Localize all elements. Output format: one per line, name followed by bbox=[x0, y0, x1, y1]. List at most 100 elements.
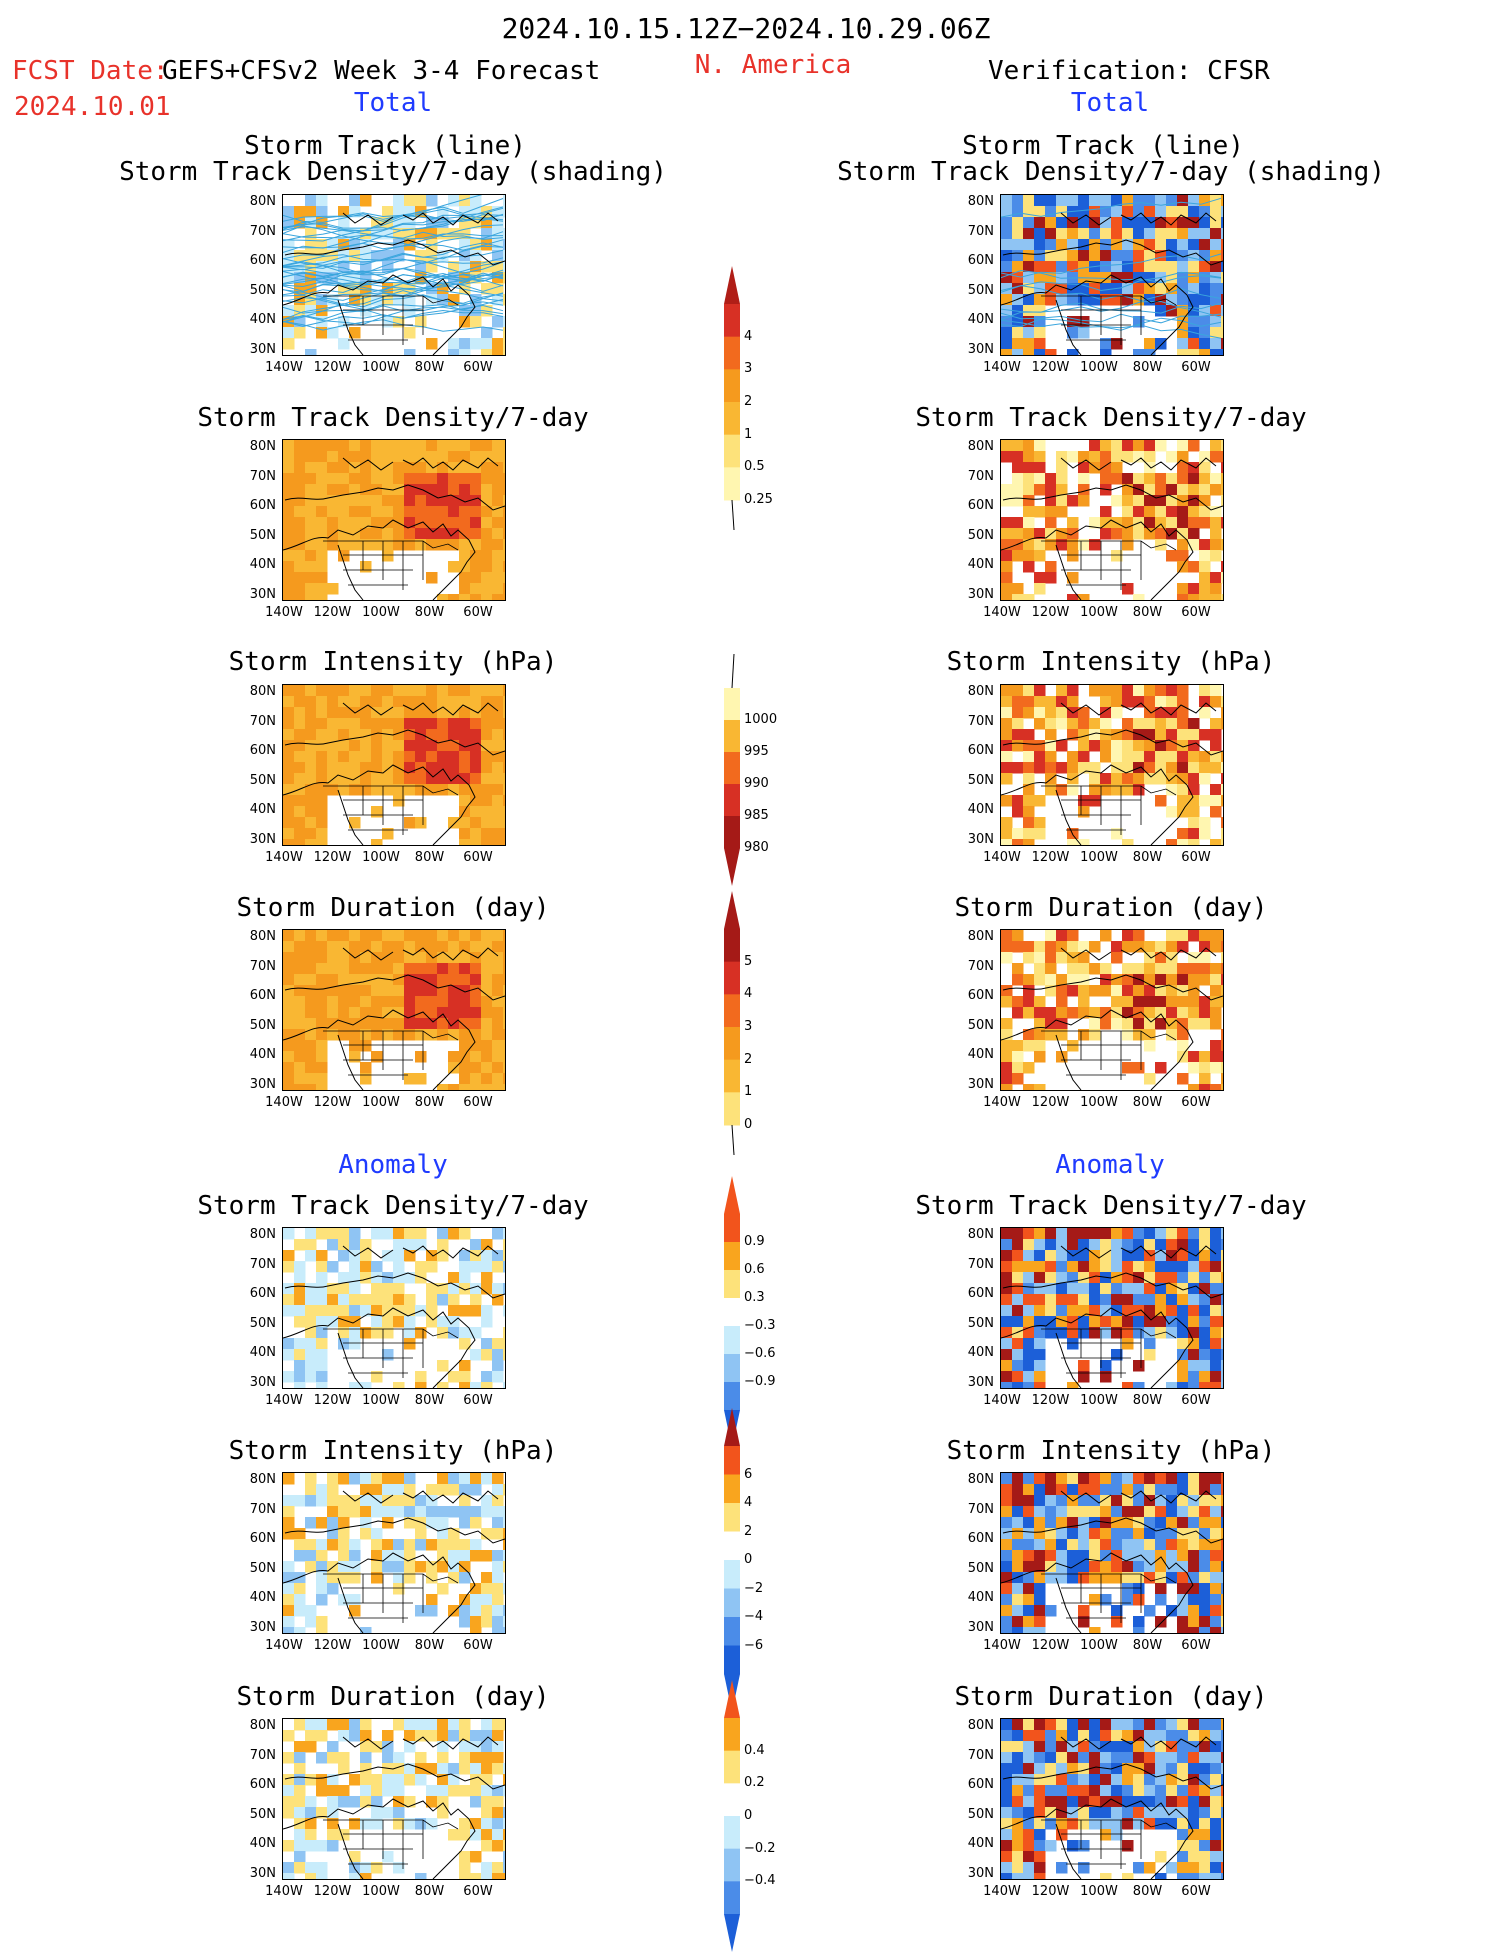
right-map-0-xlabel: 140W bbox=[983, 360, 1021, 375]
density-anom-colorbar-label: −0.6 bbox=[744, 1346, 776, 1361]
right-map-2-xlabel: 60W bbox=[1181, 850, 1211, 865]
density-anom-colorbar-label: 0.9 bbox=[744, 1234, 765, 1249]
left-map-6-ylabel: 70N bbox=[249, 1747, 276, 1763]
left-map-3-xlabel: 80W bbox=[414, 1095, 445, 1110]
right-map-5-ylabel: 50N bbox=[967, 1560, 994, 1576]
left-map-0-xlabel: 100W bbox=[362, 360, 400, 375]
right-map-4-xlabel: 140W bbox=[983, 1393, 1021, 1408]
left-map-3-ylabel: 30N bbox=[249, 1076, 276, 1092]
right-map-1-xlabel: 60W bbox=[1181, 605, 1211, 620]
left-map-1-ylabel: 50N bbox=[249, 527, 276, 543]
left-map-1-xlabel: 100W bbox=[362, 605, 400, 620]
right-map-5 bbox=[1000, 1472, 1224, 1634]
intensity-anom-colorbar-label: 6 bbox=[744, 1466, 753, 1482]
left-map-0-ylabel: 60N bbox=[249, 253, 276, 268]
right-title-track-shading: Storm Track Density/7-day (shading) bbox=[837, 157, 1385, 187]
left-map-1-xlabel: 140W bbox=[265, 605, 303, 620]
left-map-2-xlabel: 120W bbox=[313, 850, 352, 865]
left-map-3-xlabel: 120W bbox=[313, 1095, 352, 1110]
left-map-5-xlabel: 80W bbox=[414, 1638, 445, 1653]
right-map-0-ylabel: 40N bbox=[967, 312, 994, 327]
intensity-anom-colorbar-label: 4 bbox=[744, 1495, 753, 1510]
right-map-4-xlabel: 120W bbox=[1031, 1393, 1070, 1408]
left-map-6-ylabel: 40N bbox=[249, 1836, 276, 1851]
right-map-1-xlabel: 120W bbox=[1031, 605, 1070, 620]
left-map-3 bbox=[282, 929, 506, 1091]
left-map-2-ylabel: 60N bbox=[249, 743, 276, 758]
right-map-shading-5 bbox=[1001, 1473, 1223, 1633]
right-map-3-ylabel: 70N bbox=[967, 958, 994, 974]
right-map-3-ylabel: 50N bbox=[967, 1017, 994, 1033]
density-total-colorbar-label: 4 bbox=[744, 328, 753, 344]
right-map-4-xlabel: 80W bbox=[1132, 1393, 1163, 1408]
left-title-density: Storm Track Density/7-day bbox=[197, 403, 589, 433]
intensity-total-colorbar-label: 1000 bbox=[744, 712, 778, 727]
left-map-0-xlabel: 120W bbox=[313, 360, 352, 375]
left-map-4-ylabel: 50N bbox=[249, 1315, 276, 1331]
duration-anom-colorbar bbox=[724, 1680, 740, 1952]
right-map-0-xlabel: 80W bbox=[1132, 360, 1163, 375]
density-total-colorbar-label: 1 bbox=[744, 426, 753, 442]
right-map-1-xlabel: 100W bbox=[1080, 605, 1118, 620]
model-label: GEFS+CFSv2 Week 3-4 Forecast bbox=[162, 56, 601, 86]
right-map-6-ylabel: 30N bbox=[967, 1865, 994, 1881]
left-map-0-ylabel: 70N bbox=[249, 223, 276, 239]
right-map-6-ylabel: 80N bbox=[967, 1718, 994, 1733]
right-anomaly-label: Anomaly bbox=[1055, 1150, 1165, 1180]
right-map-5-ylabel: 40N bbox=[967, 1590, 994, 1605]
forecast-period: 2024.10.15.12Z−2024.10.29.06Z bbox=[501, 12, 991, 45]
left-map-2-xlabel: 60W bbox=[463, 850, 493, 865]
left-map-0-xlabel: 60W bbox=[463, 360, 493, 375]
left-map-3-ylabel: 80N bbox=[249, 929, 276, 944]
left-map-5-ylabel: 50N bbox=[249, 1560, 276, 1576]
intensity-total-colorbar-label: 985 bbox=[744, 808, 769, 823]
duration-total-colorbar-label: 4 bbox=[744, 986, 753, 1002]
right-map-6 bbox=[1000, 1718, 1224, 1880]
right-map-0-ylabel: 50N bbox=[967, 282, 994, 298]
left-map-2-ylabel: 50N bbox=[249, 772, 276, 788]
left-map-6-ylabel: 60N bbox=[249, 1777, 276, 1792]
left-map-4-xlabel: 60W bbox=[463, 1393, 493, 1408]
right-map-2-xlabel: 120W bbox=[1031, 850, 1070, 865]
left-map-6-xlabel: 120W bbox=[313, 1884, 352, 1899]
right-map-6-ylabel: 40N bbox=[967, 1836, 994, 1851]
right-map-3-xlabel: 80W bbox=[1132, 1095, 1163, 1110]
verification-label: Verification: CFSR bbox=[988, 56, 1270, 86]
right-map-1-ylabel: 40N bbox=[967, 557, 994, 572]
left-map-shading-0 bbox=[283, 195, 505, 355]
right-map-5-xlabel: 120W bbox=[1031, 1638, 1070, 1653]
left-map-6-xlabel: 100W bbox=[362, 1884, 400, 1899]
right-map-0-xlabel: 100W bbox=[1080, 360, 1118, 375]
right-map-2-xlabel: 140W bbox=[983, 850, 1021, 865]
right-map-3-xlabel: 120W bbox=[1031, 1095, 1070, 1110]
left-map-4-ylabel: 60N bbox=[249, 1286, 276, 1301]
right-total-label: Total bbox=[1070, 88, 1150, 118]
right-title-density-anom: Storm Track Density/7-day bbox=[915, 1191, 1307, 1221]
right-map-4-ylabel: 50N bbox=[967, 1315, 994, 1331]
left-map-4-ylabel: 70N bbox=[249, 1256, 276, 1272]
left-map-4-ylabel: 40N bbox=[249, 1345, 276, 1360]
left-map-6-ylabel: 80N bbox=[249, 1718, 276, 1733]
left-total-label: Total bbox=[353, 88, 433, 118]
density-total-colorbar-label: 0.25 bbox=[744, 492, 773, 507]
right-map-0 bbox=[1000, 194, 1224, 356]
left-map-0-xlabel: 140W bbox=[265, 360, 303, 375]
density-total-colorbar-label: 3 bbox=[744, 361, 753, 377]
right-map-3-ylabel: 80N bbox=[967, 929, 994, 944]
right-map-3-ylabel: 30N bbox=[967, 1076, 994, 1092]
right-title-intensity: Storm Intensity (hPa) bbox=[946, 647, 1276, 677]
right-map-2 bbox=[1000, 684, 1224, 846]
right-map-shading-6 bbox=[1001, 1719, 1223, 1879]
left-title-track-line: Storm Track (line) bbox=[244, 131, 526, 161]
left-map-6-xlabel: 140W bbox=[265, 1884, 303, 1899]
left-map-5-ylabel: 70N bbox=[249, 1501, 276, 1517]
left-map-2-xlabel: 140W bbox=[265, 850, 303, 865]
right-title-intensity-anom: Storm Intensity (hPa) bbox=[946, 1436, 1276, 1466]
left-map-6 bbox=[282, 1718, 506, 1880]
right-map-5-ylabel: 70N bbox=[967, 1501, 994, 1517]
intensity-anom-colorbar bbox=[724, 1408, 740, 1712]
right-map-shading-2 bbox=[1001, 685, 1223, 845]
right-map-5-xlabel: 80W bbox=[1132, 1638, 1163, 1653]
left-title-duration-anom: Storm Duration (day) bbox=[236, 1682, 550, 1712]
right-map-5-ylabel: 60N bbox=[967, 1531, 994, 1546]
